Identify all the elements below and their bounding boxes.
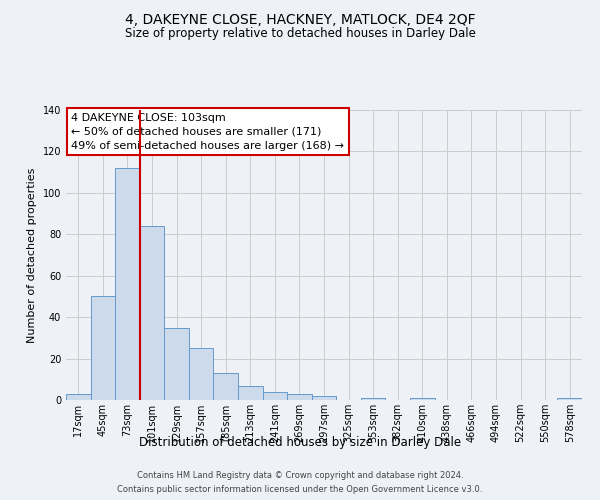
Text: Contains public sector information licensed under the Open Government Licence v3: Contains public sector information licen… bbox=[118, 484, 482, 494]
Text: 4 DAKEYNE CLOSE: 103sqm
← 50% of detached houses are smaller (171)
49% of semi-d: 4 DAKEYNE CLOSE: 103sqm ← 50% of detache… bbox=[71, 113, 344, 151]
Bar bbox=[410, 398, 434, 400]
Bar bbox=[115, 168, 140, 400]
Bar bbox=[238, 386, 263, 400]
Bar bbox=[287, 394, 312, 400]
Text: Contains HM Land Registry data © Crown copyright and database right 2024.: Contains HM Land Registry data © Crown c… bbox=[137, 472, 463, 480]
Bar bbox=[361, 398, 385, 400]
Y-axis label: Number of detached properties: Number of detached properties bbox=[27, 168, 37, 342]
Bar bbox=[312, 396, 336, 400]
Bar bbox=[557, 398, 582, 400]
Bar bbox=[140, 226, 164, 400]
Bar bbox=[164, 328, 189, 400]
Bar bbox=[91, 296, 115, 400]
Bar bbox=[214, 373, 238, 400]
Text: 4, DAKEYNE CLOSE, HACKNEY, MATLOCK, DE4 2QF: 4, DAKEYNE CLOSE, HACKNEY, MATLOCK, DE4 … bbox=[125, 12, 475, 26]
Text: Size of property relative to detached houses in Darley Dale: Size of property relative to detached ho… bbox=[125, 28, 475, 40]
Bar bbox=[66, 394, 91, 400]
Text: Distribution of detached houses by size in Darley Dale: Distribution of detached houses by size … bbox=[139, 436, 461, 449]
Bar bbox=[263, 392, 287, 400]
Bar bbox=[189, 348, 214, 400]
